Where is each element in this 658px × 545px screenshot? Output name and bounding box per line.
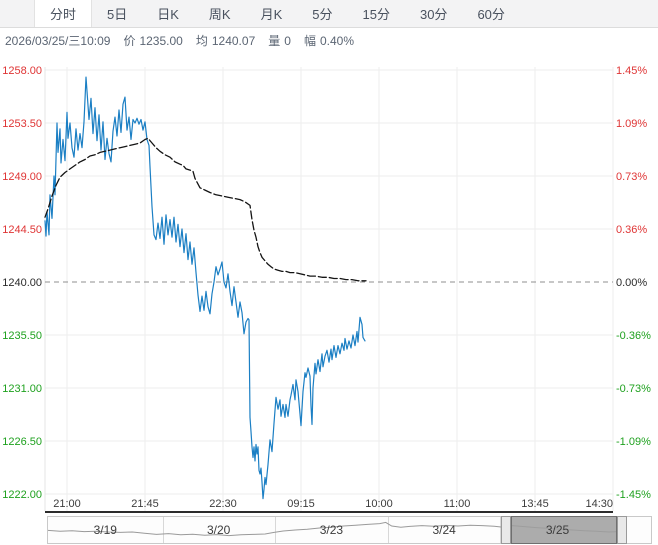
tab-5分[interactable]: 5分 — [312, 7, 333, 22]
y-axis-left-label: 1240.00 — [2, 277, 42, 289]
navigator-divider — [162, 517, 164, 543]
x-axis-time-label: 11:00 — [444, 498, 471, 510]
x-axis-time-label: 09:15 — [287, 498, 315, 510]
tab-月K[interactable]: 月K — [260, 7, 283, 22]
y-axis-left-label: 1244.50 — [2, 224, 42, 236]
y-axis-left-label: 1249.00 — [2, 171, 42, 183]
avg-label: 均 — [195, 34, 208, 48]
y-axis-right-label: 0.36% — [616, 224, 647, 236]
price-value: 1235.00 — [139, 34, 183, 48]
price-label: 价 — [123, 34, 136, 48]
navigator-date-3/20[interactable]: 3/20 — [206, 523, 231, 537]
tab-分时[interactable]: 分时 — [34, 0, 93, 27]
navigator-divider — [388, 517, 390, 543]
navigator-date-3/23[interactable]: 3/23 — [319, 523, 344, 537]
navigator-date-3/24[interactable]: 3/24 — [432, 523, 456, 537]
average-line — [44, 137, 367, 282]
navigator-date-3/25[interactable]: 3/25 — [545, 523, 570, 537]
y-axis-right-label: -0.73% — [616, 383, 651, 395]
y-axis-right-label: -1.45% — [616, 489, 651, 501]
navigator-right-resize-handle[interactable] — [617, 516, 627, 544]
navigator-date-3/19[interactable]: 3/19 — [93, 523, 117, 537]
tab-日K[interactable]: 日K — [157, 7, 179, 22]
y-axis-left-label: 1231.00 — [2, 383, 42, 395]
y-axis-left-label: 1235.50 — [2, 330, 42, 342]
tab-30分[interactable]: 30分 — [419, 7, 448, 22]
tab-15分[interactable]: 15分 — [362, 7, 390, 22]
y-axis-left-label: 1258.00 — [2, 65, 42, 77]
navigator-left-resize-handle[interactable] — [501, 516, 512, 544]
navigator-divider — [500, 517, 502, 543]
y-axis-right-label: 1.45% — [616, 65, 647, 77]
x-axis-time-label: 21:00 — [53, 498, 81, 510]
navigator-divider — [275, 517, 277, 543]
period-tabbar: 分时 5日 日K 周K 月K 5分 15分 30分 60分 — [0, 0, 658, 28]
x-axis-baseline — [45, 511, 613, 513]
quote-price: 价 1235.00 — [123, 32, 182, 49]
x-axis-time-label: 22:30 — [209, 498, 237, 510]
y-axis-right-label: -1.09% — [616, 436, 651, 448]
y-axis-right-label: -0.36% — [616, 330, 651, 342]
y-axis-left-label: 1226.50 — [2, 436, 42, 448]
navigator-selected-range[interactable] — [511, 516, 618, 544]
avg-value: 1240.07 — [211, 34, 256, 48]
price-line — [44, 76, 366, 500]
date-range-navigator[interactable]: 3/19 3/20 3/23 3/24 3/25 — [47, 516, 652, 544]
y-axis-right-label: 0.00% — [616, 277, 647, 289]
intraday-chart-plot[interactable]: 1258.00 1253.50 1249.00 1244.50 1240.00 1235.… — [0, 52, 658, 514]
x-axis-time-label: 13:45 — [521, 498, 549, 510]
x-axis-time-label: 10:00 — [365, 498, 393, 510]
quote-average: 均 1240.07 — [196, 32, 255, 49]
quote-datetime: 2026/03/25/三10:09 — [5, 34, 111, 48]
y-axis-right-label: 0.73% — [616, 171, 647, 183]
quote-change: 幅 0.40% — [304, 32, 354, 49]
x-axis-time-label: 21:45 — [131, 498, 159, 510]
y-axis-right-label: 1.09% — [616, 118, 647, 130]
tab-60分[interactable]: 60分 — [477, 7, 505, 22]
x-axis-time-label: 14:30 — [585, 498, 613, 510]
y-axis-left-label: 1253.50 — [2, 118, 42, 130]
vol-value: 0 — [284, 34, 291, 48]
tab-5日[interactable]: 5日 — [107, 7, 128, 22]
vol-label: 量 — [268, 34, 281, 48]
tab-周K[interactable]: 周K — [208, 7, 231, 22]
chg-label: 幅 — [303, 34, 316, 48]
y-axis-left-label: 1222.00 — [2, 489, 42, 501]
chg-value: 0.40% — [319, 34, 354, 48]
